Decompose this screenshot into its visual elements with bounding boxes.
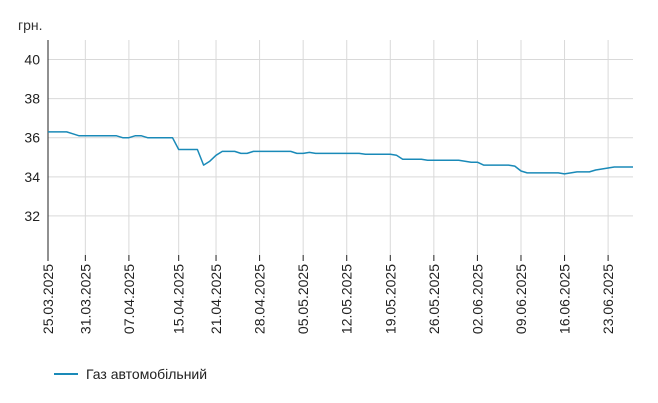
x-tick-label: 25.03.2025 [40,264,56,334]
y-axis: 32 34 36 38 40 [24,52,40,224]
y-tick-label: 34 [24,169,40,185]
x-tick-label: 31.03.2025 [77,264,93,334]
x-tick-label: 07.04.2025 [121,264,137,334]
series-line [48,131,633,175]
x-tick-label: 12.05.2025 [339,264,355,334]
y-tick-label: 40 [24,52,40,68]
x-tick-label: 28.04.2025 [252,264,268,334]
x-tick-label: 05.05.2025 [295,264,311,334]
x-tick-label: 15.04.2025 [171,264,187,334]
y-tick-label: 32 [24,208,40,224]
x-tick-label: 21.04.2025 [208,264,224,334]
legend-label: Газ автомобільний [86,366,208,382]
legend: Газ автомобільний [54,366,207,382]
x-tick-label: 23.06.2025 [600,264,616,334]
x-tick-label: 26.05.2025 [426,264,442,334]
x-tick-label: 09.06.2025 [513,264,529,334]
y-tick-label: 36 [24,130,40,146]
x-tick-label: 02.06.2025 [469,264,485,334]
grid [47,40,633,255]
x-tick-label: 16.06.2025 [557,264,573,334]
x-axis: 25.03.2025 31.03.2025 07.04.2025 15.04.2025… [40,255,616,334]
y-tick-label: 38 [24,91,40,107]
series-layer [48,131,633,175]
legend-swatch [54,373,78,375]
y-axis-title: грн. [18,17,43,33]
x-tick-label: 19.05.2025 [382,264,398,334]
